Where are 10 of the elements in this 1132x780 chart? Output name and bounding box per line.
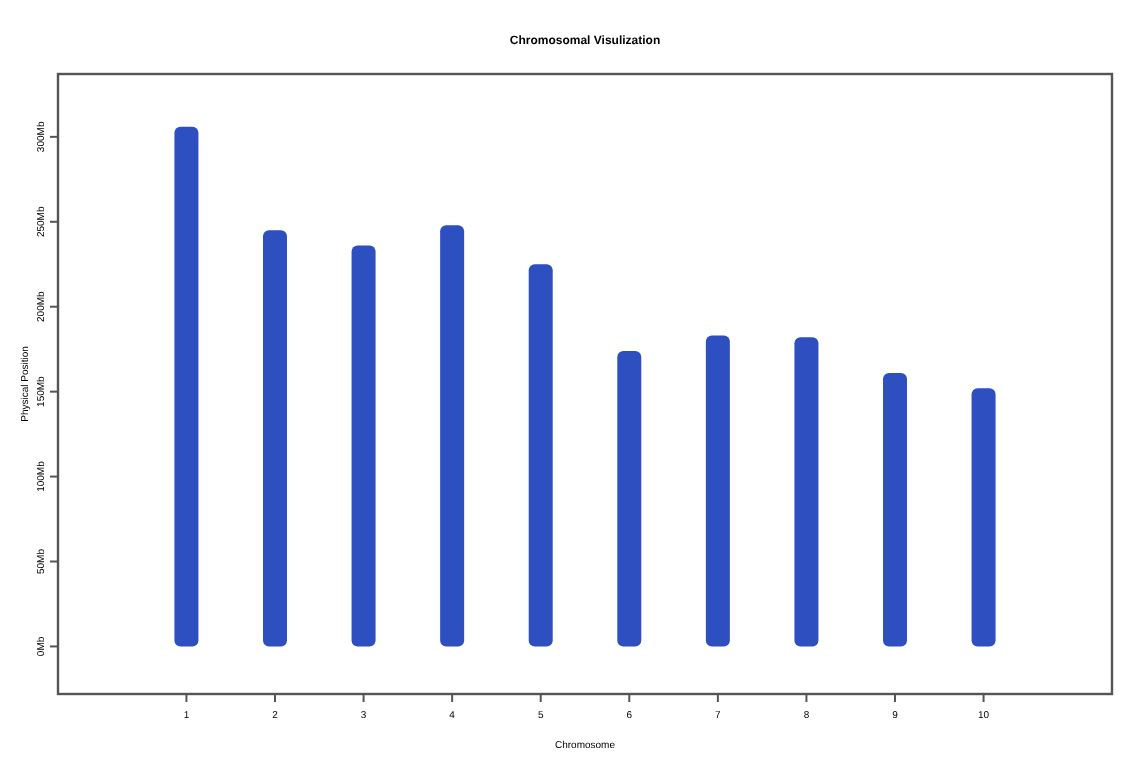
bar xyxy=(351,245,376,647)
bar xyxy=(883,372,907,647)
bar xyxy=(528,264,553,647)
bar xyxy=(617,350,642,647)
bar xyxy=(174,126,199,647)
bar xyxy=(263,230,287,647)
bar xyxy=(440,225,465,647)
bar xyxy=(705,335,730,647)
bar xyxy=(971,388,996,647)
bar xyxy=(794,337,819,647)
